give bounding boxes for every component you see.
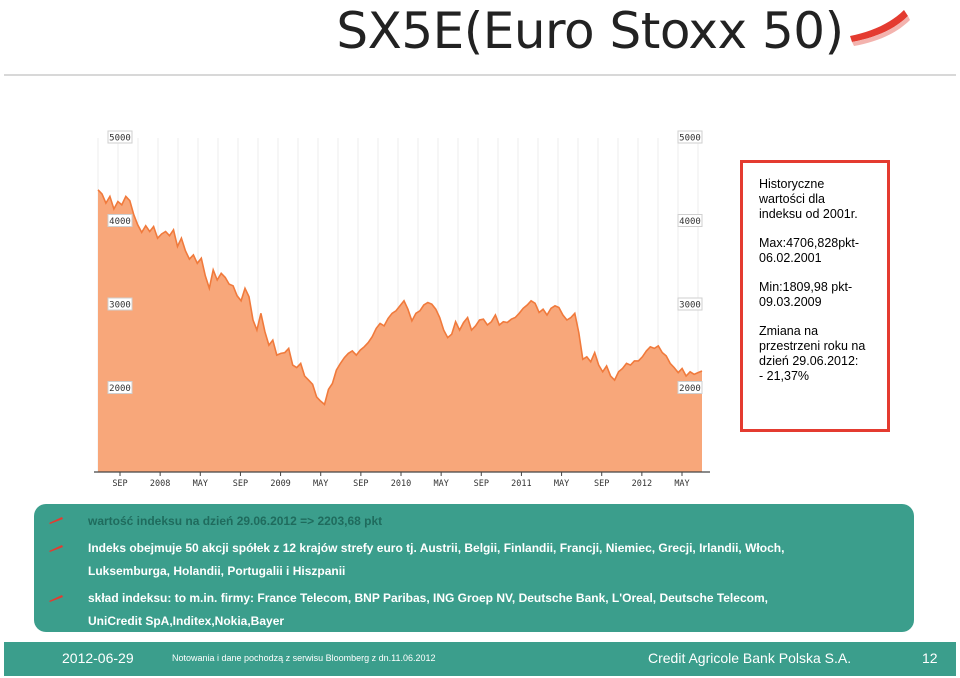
y-tick-label-right: 3000 [679, 301, 701, 311]
x-tick-label: 2009 [270, 479, 290, 489]
y-tick-box [107, 297, 133, 311]
y-tick-label-left: 5000 [109, 134, 131, 144]
title-divider [4, 74, 956, 76]
x-tick-label: SEP [112, 479, 127, 489]
x-tick-label: MAY [193, 479, 208, 489]
x-tick-label: SEP [353, 479, 368, 489]
bullet-icon [49, 595, 63, 602]
info-max: Max:4706,828pkt- 06.02.2001 [759, 236, 877, 266]
info-line: dzień 29.06.2012: [759, 354, 859, 368]
page-title: SX5E(Euro Stoxx 50) [336, 2, 844, 60]
info-line: - 21,37% [759, 369, 810, 383]
x-axis: SEP 2008 MAY SEP 2009 MAY SEP 2010 MAY SEP 2011 MAY… [112, 472, 690, 489]
index-chart: 5000 4000 3000 2000 5000 4000 3000 2000 SEP 200… [90, 128, 722, 490]
y-axis-right: 5000 4000 3000 2000 [677, 130, 703, 394]
info-line: 06.02.2001 [759, 251, 822, 265]
bullet-index-value: wartość indeksu na dzień 29.06.2012 => 2… [88, 514, 383, 528]
info-history: Historyczne wartości dla indeksu od 2001… [759, 177, 877, 222]
footer-bar: 2012-06-29 Notowania i dane pochodzą z s… [4, 642, 956, 676]
index-area [98, 189, 702, 473]
x-tick-label: SEP [474, 479, 489, 489]
y-tick-box [677, 297, 703, 311]
x-tick-label: 2011 [511, 479, 531, 489]
info-box: Historyczne wartości dla indeksu od 2001… [740, 160, 890, 432]
bullet-icon [49, 517, 63, 524]
x-tick-label: MAY [313, 479, 328, 489]
y-tick-box [107, 130, 133, 144]
y-tick-box [677, 130, 703, 144]
x-tick-label: SEP [233, 479, 248, 489]
y-axis-left: 5000 4000 3000 2000 [107, 130, 133, 394]
info-line: Max:4706,828pkt- [759, 236, 860, 250]
x-tick-label: 2008 [150, 479, 170, 489]
bullet-index-scope: Indeks obejmuje 50 akcji spółek z 12 kra… [88, 541, 785, 555]
bullet-index-scope-cont: Luksemburga, Holandii, Portugalii i Hisz… [88, 564, 346, 578]
y-tick-box [677, 381, 703, 394]
x-tick-label: SEP [594, 479, 609, 489]
chart-svg: 5000 4000 3000 2000 5000 4000 3000 2000 SEP 200… [94, 130, 710, 489]
x-tick-label: MAY [674, 479, 689, 489]
info-line: indeksu od 2001r. [759, 207, 858, 221]
info-line: przestrzeni roku na [759, 339, 866, 353]
x-tick-label: 2010 [391, 479, 411, 489]
y-tick-box [677, 214, 703, 227]
info-line: Min:1809,98 pkt- [759, 280, 853, 294]
info-line: 09.03.2009 [759, 295, 822, 309]
y-tick-label-left: 4000 [109, 217, 131, 227]
x-tick-label: MAY [433, 479, 448, 489]
footer-date: 2012-06-29 [62, 650, 134, 666]
bullet-composition-cont: UniCredit SpA,Inditex,Nokia,Bayer [88, 614, 285, 628]
footer-bank-name: Credit Agricole Bank Polska S.A. [648, 650, 852, 666]
y-tick-label-right: 5000 [679, 134, 701, 144]
info-min: Min:1809,98 pkt- 09.03.2009 [759, 280, 877, 310]
y-tick-label-left: 2000 [109, 384, 131, 394]
y-tick-box [107, 214, 133, 227]
y-tick-label-right: 2000 [679, 384, 701, 394]
y-tick-label-right: 4000 [679, 217, 701, 227]
brand-logo [850, 10, 910, 46]
index-line [97, 189, 703, 406]
x-tick-label: MAY [554, 479, 569, 489]
info-line: Historyczne [759, 177, 825, 191]
footer-source-note: Notowania i dane pochodzą z serwisu Bloo… [172, 653, 436, 663]
info-line: Zmiana na [759, 324, 819, 338]
summary-panel [34, 504, 914, 632]
info-change: Zmiana na przestrzeni roku na dzień 29.0… [759, 324, 877, 384]
y-tick-label-left: 3000 [109, 301, 131, 311]
y-tick-box [107, 381, 133, 394]
footer-page-number: 12 [922, 650, 938, 666]
info-line: wartości dla [759, 192, 825, 206]
bullet-icon [49, 545, 63, 552]
bullet-composition: skład indeksu: to m.in. firmy: France Te… [88, 591, 768, 605]
x-tick-label: 2012 [632, 479, 652, 489]
